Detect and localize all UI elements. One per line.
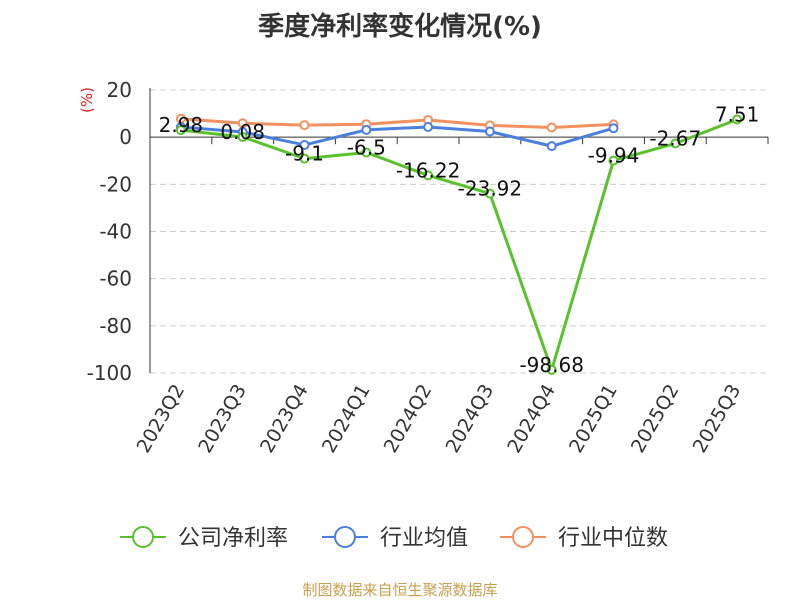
legend-label: 公司净利率 <box>178 526 288 551</box>
x-tick-label: 2024Q3 <box>441 381 498 457</box>
data-label: 7.51 <box>715 102 760 126</box>
y-tick-label: 0 <box>119 125 132 149</box>
legend-marker <box>512 526 534 548</box>
data-label: -2.67 <box>649 126 701 150</box>
x-tick-label: 2023Q4 <box>256 381 313 457</box>
series-line <box>180 118 738 372</box>
data-point <box>299 139 310 150</box>
data-point <box>361 147 372 158</box>
data-point <box>546 141 557 152</box>
data-point <box>299 120 310 131</box>
data-label: -98.68 <box>519 353 583 377</box>
data-point <box>237 131 248 142</box>
data-label: -16.22 <box>396 158 460 182</box>
x-tick-label: 2025Q3 <box>689 381 746 457</box>
legend-marker <box>132 526 154 548</box>
x-tick-label: 2023Q2 <box>132 381 189 457</box>
data-point <box>361 124 372 135</box>
y-tick-label: -80 <box>99 314 132 338</box>
x-tick-label: 2024Q4 <box>503 381 560 457</box>
x-tick-label: 2025Q1 <box>565 381 622 457</box>
series-line <box>180 125 614 148</box>
legend-label: 行业中位数 <box>558 526 668 551</box>
y-tick-label: -60 <box>99 267 132 291</box>
data-label: -23.92 <box>458 177 522 201</box>
x-tick-label: 2024Q2 <box>380 381 437 457</box>
data-point <box>299 153 310 164</box>
x-tick-label: 2024Q1 <box>318 381 375 457</box>
y-tick-label: -20 <box>99 172 132 196</box>
data-point <box>546 364 557 375</box>
data-label: -6.5 <box>347 135 386 159</box>
data-source-note: 制图数据来自恒生聚源数据库 <box>302 581 498 599</box>
data-point <box>484 126 495 137</box>
chart-title: 季度净利率变化情况(%) <box>258 12 542 42</box>
data-point <box>423 122 434 133</box>
data-label: -9.1 <box>285 142 324 166</box>
data-point <box>546 122 557 133</box>
data-point <box>608 155 619 166</box>
y-tick-label: -100 <box>87 361 132 385</box>
x-tick-label: 2025Q2 <box>627 381 684 457</box>
legend-marker <box>334 526 356 548</box>
data-point <box>670 138 681 149</box>
data-point <box>423 170 434 181</box>
data-point <box>608 123 619 134</box>
data-label: -9.94 <box>588 144 640 168</box>
x-tick-label: 2023Q3 <box>194 381 251 457</box>
data-label: 2.98 <box>159 113 204 137</box>
y-tick-label: -40 <box>99 220 132 244</box>
legend-label: 行业均值 <box>380 526 468 551</box>
data-label: 0.08 <box>220 120 265 144</box>
data-point <box>484 188 495 199</box>
data-point <box>732 114 743 125</box>
series-line <box>180 117 614 129</box>
y-tick-label: 20 <box>107 78 132 102</box>
data-point <box>175 125 186 136</box>
